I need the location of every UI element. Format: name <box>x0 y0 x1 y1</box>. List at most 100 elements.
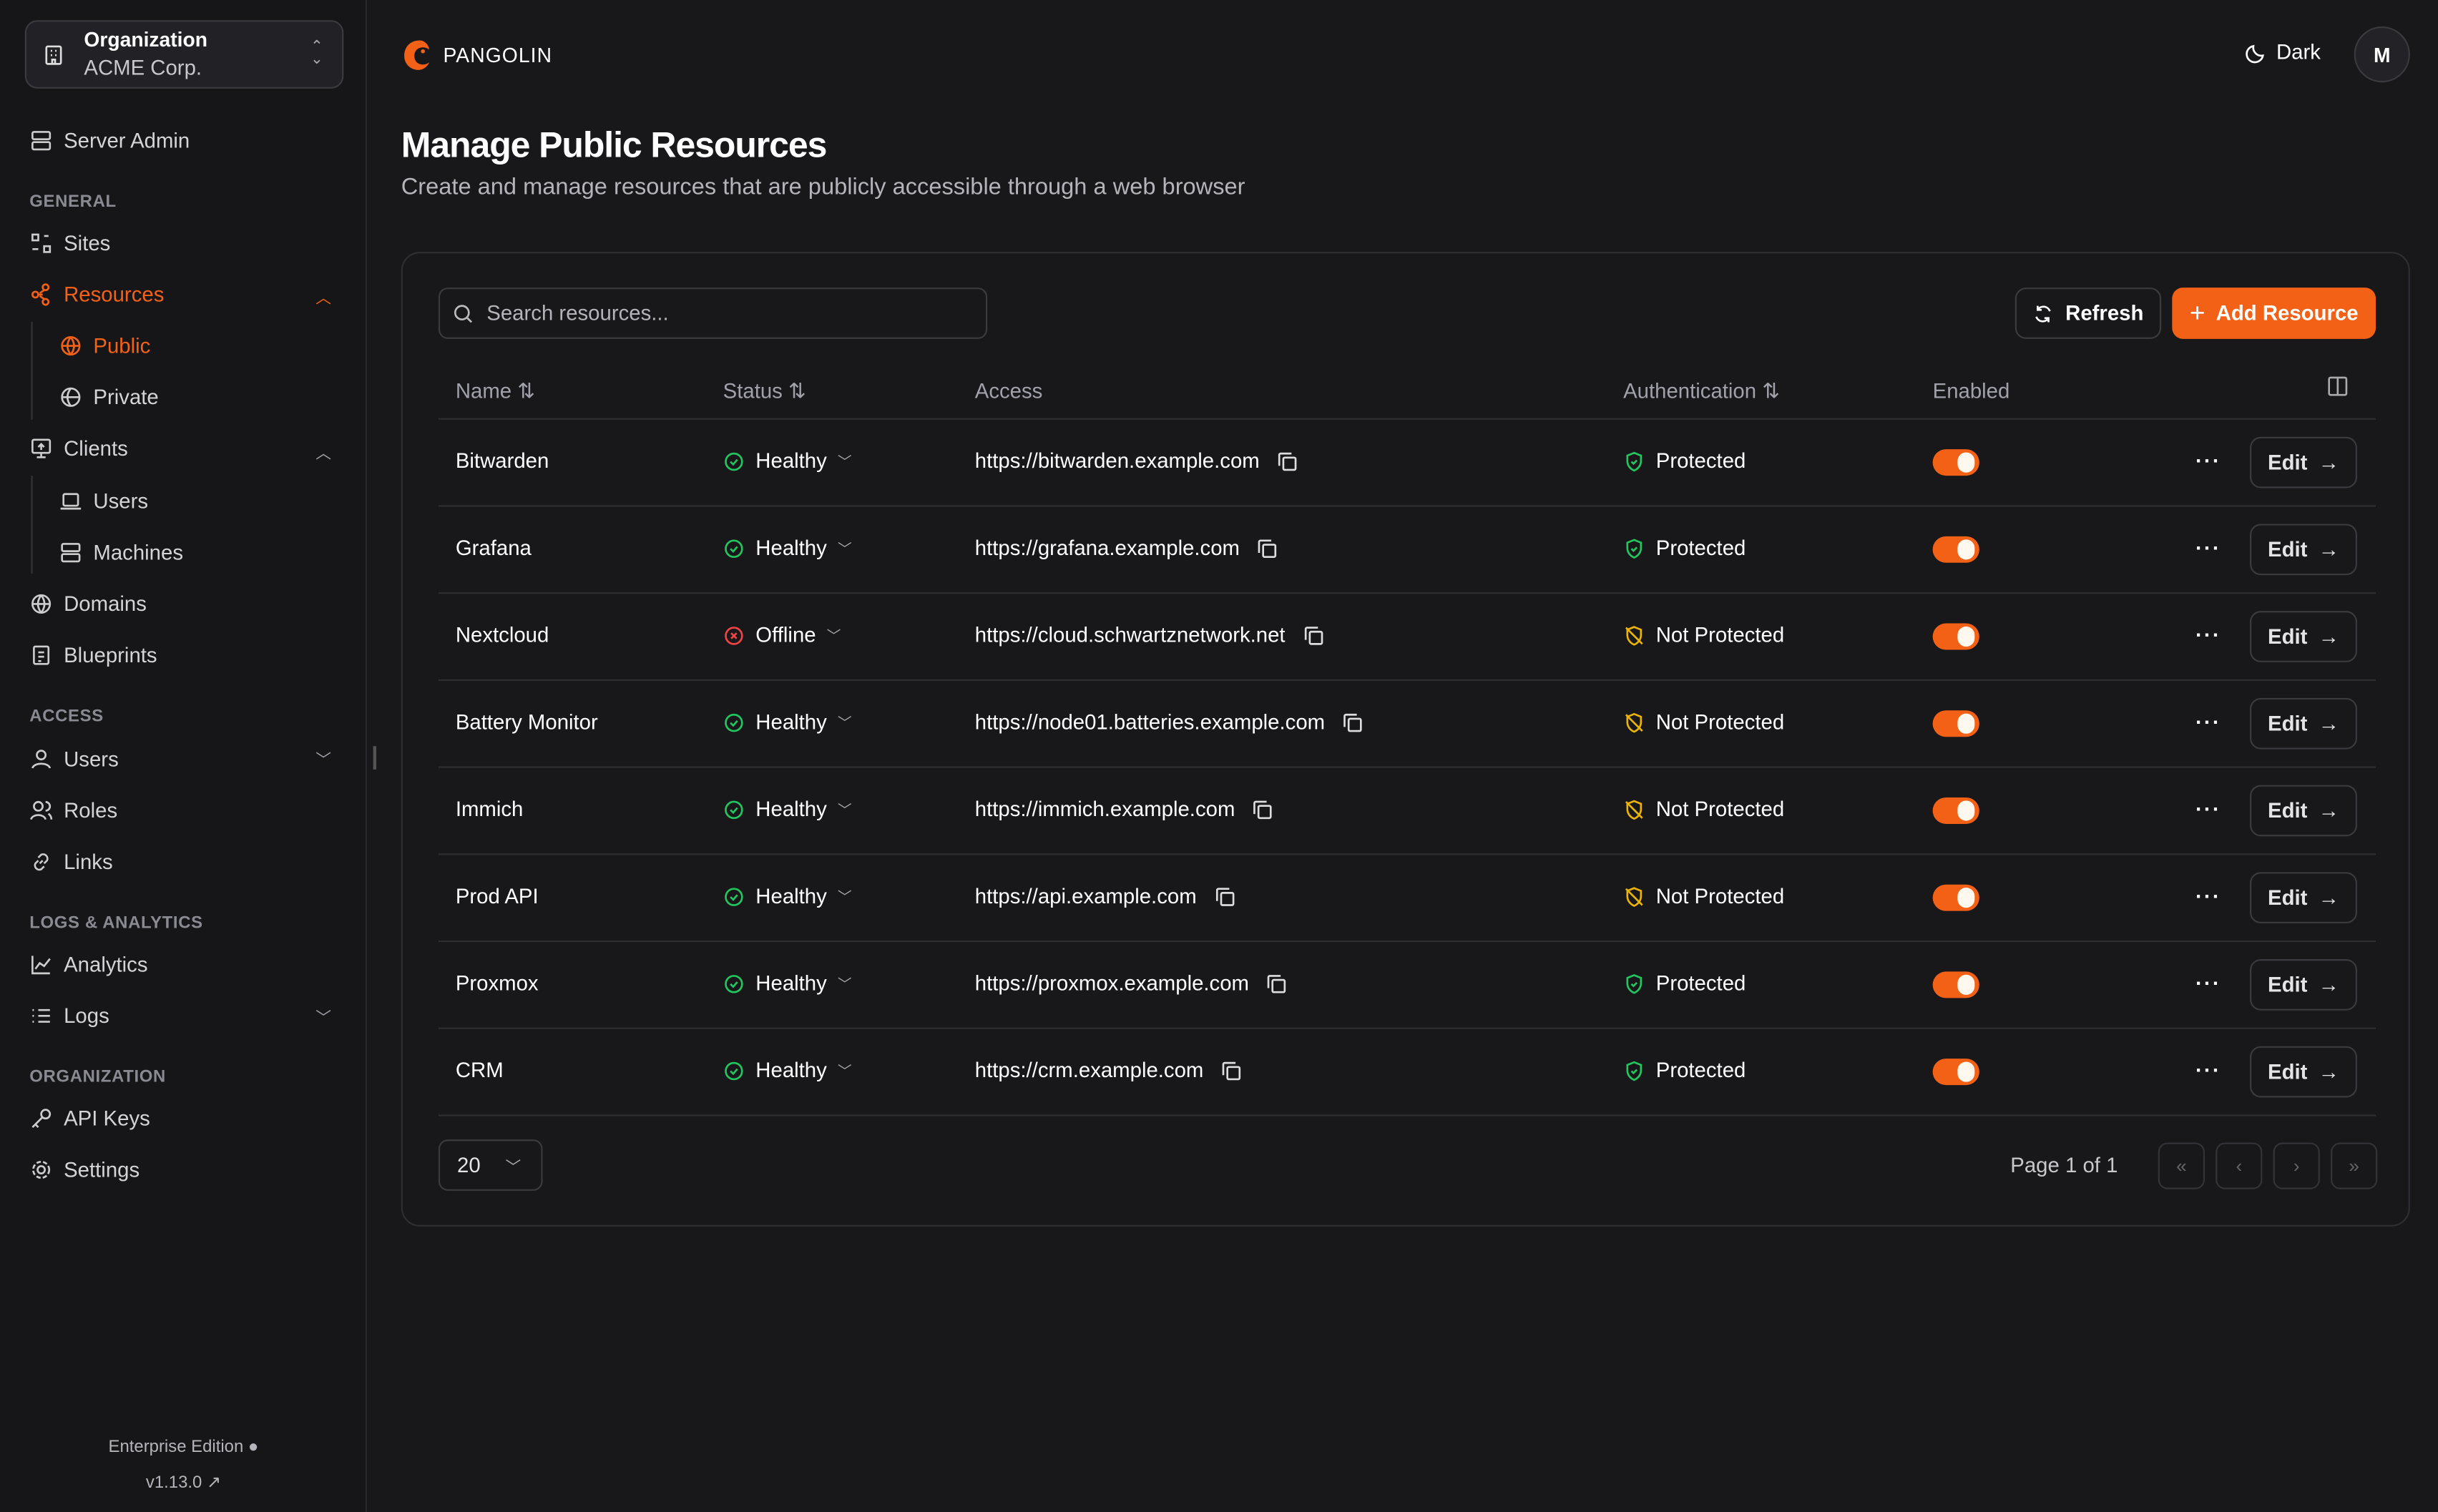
status-badge[interactable]: Healthy ﹀ <box>723 971 852 995</box>
col-name[interactable]: Name ⇅ <box>455 379 535 403</box>
enabled-toggle[interactable] <box>1932 1059 1979 1086</box>
nav-label: Resources <box>64 282 165 306</box>
enabled-toggle[interactable] <box>1932 710 1979 737</box>
more-actions-icon[interactable]: ··· <box>2195 710 2221 734</box>
access-url-text[interactable]: https://grafana.example.com <box>974 536 1240 560</box>
status-badge[interactable]: Healthy ﹀ <box>723 797 852 821</box>
chevron-up-icon[interactable]: ︿ <box>315 446 331 463</box>
page-size-select[interactable]: 20 ﹀ <box>438 1139 543 1191</box>
copy-icon[interactable] <box>1257 537 1278 559</box>
first-page-button[interactable]: « <box>2158 1142 2205 1189</box>
search-box[interactable] <box>438 288 988 339</box>
edit-button[interactable]: Edit → <box>2250 785 2357 837</box>
nav-client-users[interactable]: Users <box>59 485 148 516</box>
copy-icon[interactable] <box>1220 1059 1242 1081</box>
status-badge[interactable]: Healthy ﹀ <box>723 1059 852 1082</box>
more-actions-icon[interactable]: ··· <box>2195 536 2221 560</box>
more-actions-icon[interactable]: ··· <box>2195 449 2221 473</box>
pangolin-logo[interactable]: PANGOLIN <box>401 37 552 72</box>
edit-button[interactable]: Edit → <box>2250 524 2357 576</box>
last-page-button[interactable]: » <box>2331 1142 2378 1189</box>
nav-settings[interactable]: Settings <box>29 1154 139 1184</box>
copy-icon[interactable] <box>1277 450 1298 471</box>
nav-public[interactable]: Public <box>59 330 150 360</box>
enabled-toggle[interactable] <box>1932 536 1979 563</box>
copy-icon[interactable] <box>1342 711 1364 732</box>
col-authentication[interactable]: Authentication ⇅ <box>1623 379 1780 403</box>
enabled-toggle[interactable] <box>1932 797 1979 824</box>
next-page-button[interactable]: › <box>2273 1142 2320 1189</box>
nav-machines[interactable]: Machines <box>59 536 183 567</box>
enabled-toggle[interactable] <box>1932 449 1979 476</box>
access-url-text[interactable]: https://api.example.com <box>974 884 1197 908</box>
edit-button[interactable]: Edit → <box>2250 611 2357 662</box>
chevron-down-icon[interactable]: ﹀ <box>315 1010 331 1028</box>
nav-resources[interactable]: Resources <box>29 278 164 309</box>
edition-link[interactable]: Enterprise Edition ● <box>0 1438 367 1456</box>
nav-label: Machines <box>93 540 183 564</box>
shield-check-icon <box>1626 451 1643 471</box>
enabled-toggle[interactable] <box>1932 884 1979 911</box>
enabled-toggle[interactable] <box>1932 623 1979 650</box>
access-url-text[interactable]: https://proxmox.example.com <box>974 971 1250 996</box>
status-badge[interactable]: Healthy ﹀ <box>723 449 852 473</box>
nav-analytics[interactable]: Analytics <box>29 948 148 979</box>
access-url-text[interactable]: https://crm.example.com <box>974 1059 1204 1082</box>
edit-button[interactable]: Edit → <box>2250 872 2357 924</box>
nav-server-admin[interactable]: Server Admin <box>29 124 190 155</box>
more-actions-icon[interactable]: ··· <box>2195 623 2221 647</box>
nav-users[interactable]: Users <box>29 743 119 774</box>
access-url-text[interactable]: https://node01.batteries.example.com <box>974 710 1326 734</box>
status-badge[interactable]: Healthy ﹀ <box>723 885 852 908</box>
refresh-button[interactable]: Refresh <box>2014 288 2162 339</box>
status-badge[interactable]: Healthy ﹀ <box>723 710 852 734</box>
chevron-up-icon[interactable]: ︿ <box>315 290 331 308</box>
org-name: ACME Corp. <box>84 56 202 79</box>
version-link[interactable]: v1.13.0 ↗ <box>0 1472 367 1492</box>
edit-button[interactable]: Edit → <box>2250 697 2357 750</box>
enabled-toggle[interactable] <box>1932 971 1979 998</box>
chevron-down-icon: ﹀ <box>505 1159 522 1177</box>
copy-icon[interactable] <box>1302 624 1323 646</box>
access-url-text[interactable]: https://cloud.schwartznetwork.net <box>974 623 1286 647</box>
theme-toggle[interactable]: Dark <box>2245 41 2321 64</box>
nav-sites[interactable]: Sites <box>29 227 110 257</box>
nav-private[interactable]: Private <box>59 381 159 412</box>
edit-button[interactable]: Edit → <box>2250 436 2357 489</box>
resource-name: Bitwarden <box>455 449 549 473</box>
copy-icon[interactable] <box>1214 885 1235 907</box>
copy-icon[interactable] <box>1266 973 1288 994</box>
nav-clients[interactable]: Clients <box>29 432 128 463</box>
globe-icon <box>61 335 81 355</box>
nav-domains[interactable]: Domains <box>29 588 147 619</box>
status-badge[interactable]: Healthy ﹀ <box>723 536 852 559</box>
columns-icon[interactable] <box>2328 376 2348 401</box>
chevron-down-icon[interactable]: ﹀ <box>315 752 331 770</box>
nav-logs[interactable]: Logs <box>29 1000 109 1031</box>
edit-button[interactable]: Edit → <box>2250 1046 2357 1098</box>
nav-label: Server Admin <box>64 128 190 152</box>
nav-api-keys[interactable]: API Keys <box>29 1102 150 1133</box>
more-actions-icon[interactable]: ··· <box>2195 1059 2221 1082</box>
nav-roles[interactable]: Roles <box>29 795 117 825</box>
access-url-text[interactable]: https://immich.example.com <box>974 797 1235 821</box>
more-actions-icon[interactable]: ··· <box>2195 971 2221 996</box>
nav-blueprints[interactable]: Blueprints <box>29 639 157 669</box>
avatar[interactable]: M <box>2354 26 2410 83</box>
more-actions-icon[interactable]: ··· <box>2195 884 2221 908</box>
org-switcher[interactable]: Organization ACME Corp. ⌃ ⌄ <box>24 20 344 89</box>
access-url-text[interactable]: https://bitwarden.example.com <box>974 449 1260 473</box>
auth-status: Protected <box>1623 449 1746 473</box>
resources-icon <box>31 283 50 305</box>
sidebar-resize-handle[interactable] <box>373 746 376 770</box>
add-resource-button[interactable]: + Add Resource <box>2172 288 2376 339</box>
prev-page-button[interactable]: ‹ <box>2216 1142 2263 1189</box>
copy-icon[interactable] <box>1252 798 1273 820</box>
search-input[interactable] <box>486 301 954 325</box>
page-size-value: 20 <box>457 1153 481 1177</box>
edit-button[interactable]: Edit → <box>2250 959 2357 1011</box>
col-status[interactable]: Status ⇅ <box>723 379 806 403</box>
more-actions-icon[interactable]: ··· <box>2195 797 2221 821</box>
status-badge[interactable]: Offline ﹀ <box>723 624 841 647</box>
nav-links[interactable]: Links <box>29 845 113 876</box>
